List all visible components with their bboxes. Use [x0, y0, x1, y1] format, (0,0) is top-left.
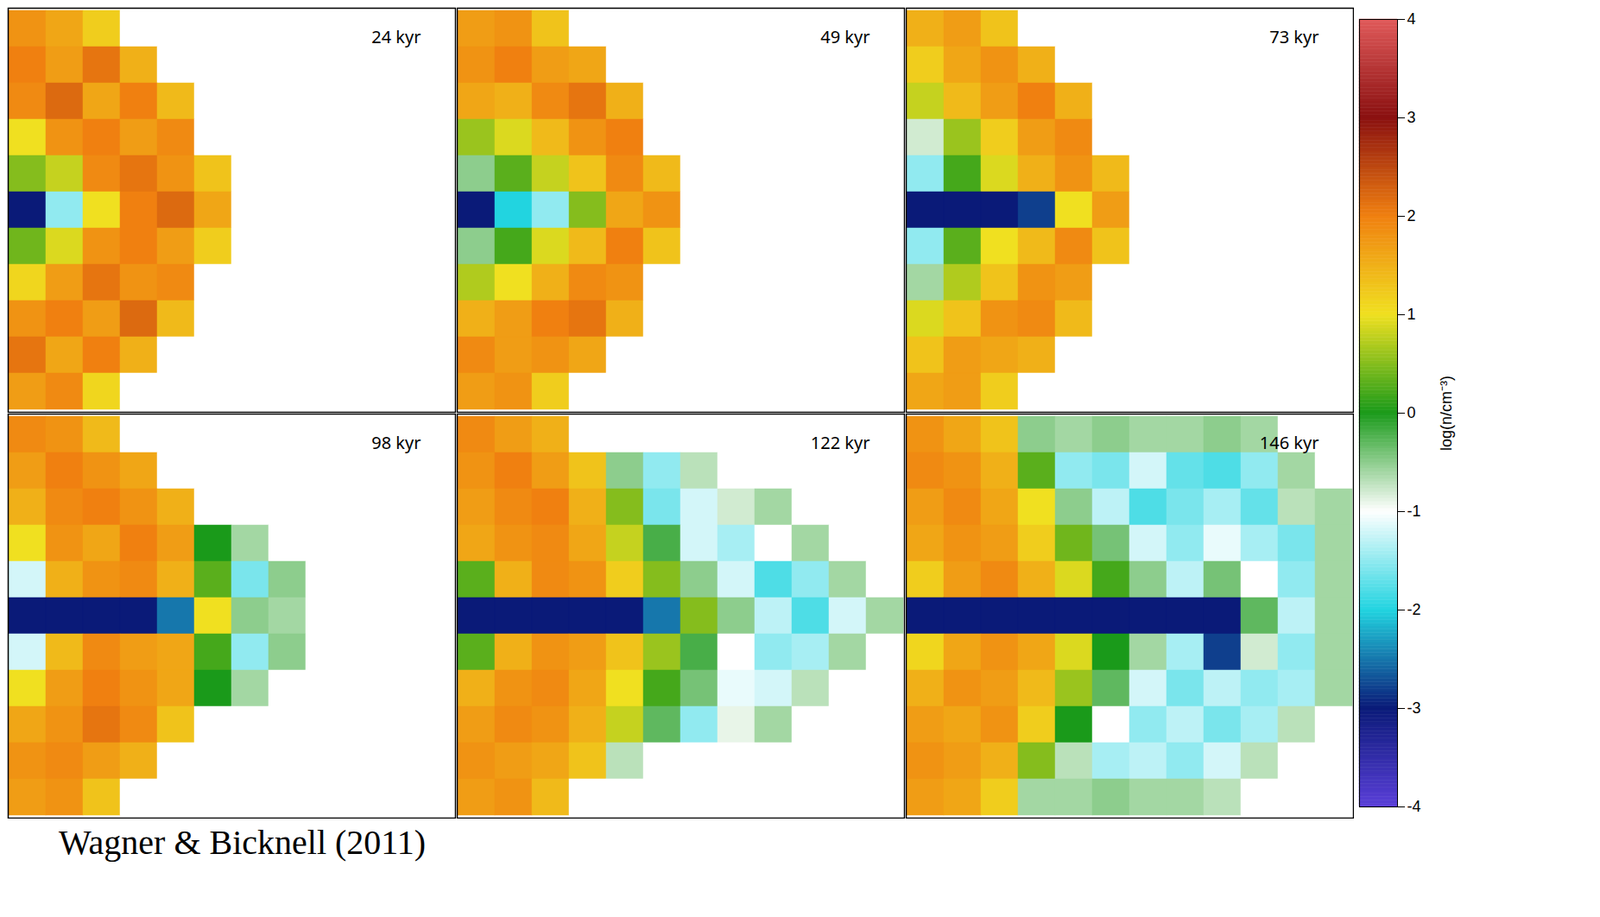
svg-text:1: 1 [1407, 305, 1417, 323]
svg-text:49 kyr: 49 kyr [820, 25, 870, 49]
html-text:Wagner & Bicknell (2011): Wagner & Bicknell (2011) [58, 822, 426, 862]
svg-text:24 kyr: 24 kyr [371, 25, 421, 49]
svg-text:98 kyr: 98 kyr [371, 430, 421, 455]
svg-text:4: 4 [1407, 10, 1417, 28]
svg-text:146 kyr: 146 kyr [1259, 430, 1320, 455]
svg-text:2: 2 [1407, 207, 1417, 225]
svg-text:-1: -1 [1407, 502, 1422, 520]
svg-text:-4: -4 [1407, 797, 1422, 816]
svg-text:3: 3 [1407, 108, 1417, 127]
svg-text:-2: -2 [1407, 600, 1422, 619]
svg-text:122 kyr: 122 kyr [810, 430, 871, 455]
svg-text:-3: -3 [1407, 699, 1422, 717]
svg-text:0: 0 [1407, 404, 1417, 422]
svg-text:73 kyr: 73 kyr [1269, 25, 1319, 49]
svg-text:log(n/cm⁻³): log(n/cm⁻³) [1437, 375, 1455, 451]
